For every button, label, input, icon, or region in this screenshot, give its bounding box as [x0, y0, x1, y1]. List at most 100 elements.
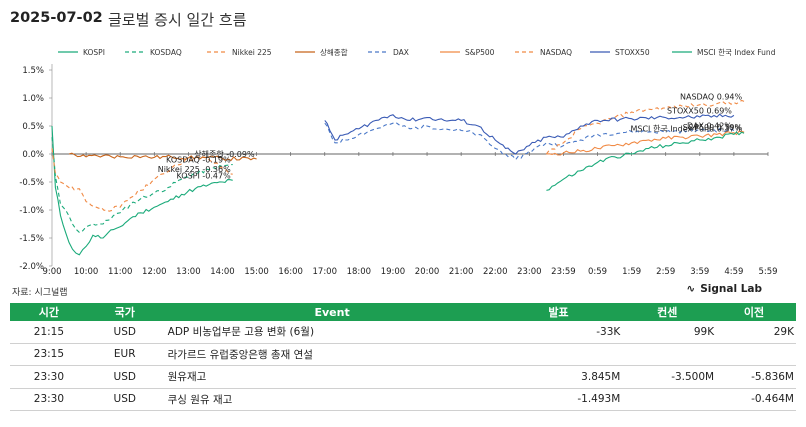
table-header-row: 시간 국가 Event 발표 컨센 이전: [10, 303, 796, 321]
y-axis: 1.5% 1.0% 0.5% 0.0% -0.5% -1.0% -1.5% -2.0%: [19, 64, 53, 272]
series-end-label: NASDAQ 0.94%: [680, 92, 743, 101]
x-tick-label: 2:59: [656, 267, 675, 277]
y-tick-label: -0.5%: [19, 178, 44, 188]
legend-label: S&P500: [465, 48, 495, 57]
legend-label: MSCI 한국 Index Fund: [697, 48, 776, 57]
chart-legend: KOSPI KOSDAQ Nikkei 225 상해종합 DAX S&P500 NASDAQ…: [58, 47, 776, 57]
header-previous: 이전: [714, 303, 796, 321]
cell-time: 23:30: [10, 365, 88, 389]
y-tick-label: 1.5%: [22, 66, 44, 76]
brand-name: Signal Lab: [700, 283, 762, 295]
series-end-label: 상해종합 -0.09%: [194, 149, 255, 159]
cell-time: 23:30: [10, 388, 88, 411]
series-end-label: S&P500 0.39%: [683, 123, 743, 132]
x-tick-label: 5:59: [758, 267, 777, 277]
cell-actual: [496, 343, 621, 366]
cell-forecast: 99K: [620, 321, 715, 344]
series-line: [545, 99, 745, 155]
series-line: [51, 137, 233, 234]
cell-forecast: [620, 343, 715, 366]
legend-label: STOXX50: [615, 48, 650, 57]
y-tick-label: -2.0%: [19, 262, 44, 272]
line-chart: KOSPI KOSDAQ Nikkei 225 상해종합 DAX S&P500 NASDAQ…: [19, 47, 778, 277]
legend-label: KOSDAQ: [150, 48, 182, 57]
cell-event: ADP 비농업부문 고용 변화 (6월): [161, 321, 497, 344]
series-end-label: MSCI 한국 Index Fund 0.37%: [630, 124, 742, 133]
cell-country: USD: [87, 321, 162, 344]
x-tick-label: 17:00: [313, 267, 338, 277]
series-line: [324, 121, 735, 161]
header-country: 국가: [87, 303, 162, 321]
x-tick-label: 22:00: [483, 267, 508, 277]
cell-forecast: -3.500M: [620, 365, 715, 389]
table-row: 23:30 USD 원유재고 3.845M -3.500M -5.836M: [10, 365, 796, 389]
legend-label: DAX: [393, 48, 409, 57]
x-tick-label: 15:00: [244, 267, 269, 277]
cell-previous: -0.464M: [714, 388, 796, 411]
header-forecast: 컨센: [620, 303, 715, 321]
brand-logo: ∿ Signal Lab: [686, 283, 762, 295]
x-tick-label: 16:00: [278, 267, 303, 277]
cell-previous: -5.836M: [714, 365, 796, 389]
x-tick-label: 0:59: [588, 267, 607, 277]
cell-time: 23:15: [10, 343, 88, 366]
series-line: [546, 131, 745, 191]
cell-time: 21:15: [10, 321, 88, 344]
x-tick-label: 23:59: [551, 267, 576, 277]
series-lines: [51, 99, 745, 256]
x-tick-label: 14:00: [210, 267, 235, 277]
source-note: 자료: 시그널랩: [12, 288, 68, 298]
header-time: 시간: [10, 303, 88, 321]
table-row: 23:15 EUR 라가르드 유럽중앙은행 총재 연설: [10, 343, 796, 366]
x-tick-label: 12:00: [142, 267, 167, 277]
cell-forecast: [620, 388, 715, 411]
series-end-label: DAX 0.42%: [687, 121, 732, 130]
y-tick-label: 1.0%: [22, 94, 44, 104]
y-tick-label: -1.0%: [19, 206, 44, 216]
page-title: 글로벌 증시 일간 흐름: [108, 11, 247, 29]
header-event: Event: [161, 303, 497, 321]
x-axis: 9:00 10:00 11:00 12:00 13:00 14:00 15:00 16:00 1…: [42, 152, 778, 277]
legend-label: KOSPI: [83, 48, 105, 57]
x-tick-label: 9:00: [42, 267, 61, 277]
y-tick-label: 0.0%: [22, 150, 44, 160]
pulse-icon: ∿: [686, 283, 696, 295]
x-tick-label: 1:59: [622, 267, 641, 277]
economic-calendar: 시간 국가 Event 발표 컨센 이전 21:15 USD ADP 비농업부문…: [10, 303, 796, 411]
cell-country: USD: [87, 365, 162, 389]
cell-country: USD: [87, 388, 162, 411]
x-tick-label: 10:00: [74, 267, 99, 277]
x-tick-label: 4:59: [724, 267, 743, 277]
series-end-label: STOXX50 0.69%: [667, 106, 732, 115]
x-tick-label: 18:00: [347, 267, 372, 277]
y-tick-label: -1.5%: [19, 234, 44, 244]
header: 2025-07-02 글로벌 증시 일간 흐름: [0, 0, 806, 38]
cell-previous: 29K: [714, 321, 796, 344]
cell-event: 쿠싱 원유 재고: [161, 388, 497, 411]
x-tick-label: 11:00: [108, 267, 133, 277]
y-tick-label: 0.5%: [22, 122, 44, 132]
series-end-label: KOSPI -0.47%: [176, 171, 231, 180]
table-row: 21:15 USD ADP 비농업부문 고용 변화 (6월) -33K 99K …: [10, 321, 796, 344]
report-date: 2025-07-02: [10, 10, 103, 26]
legend-label: Nikkei 225: [232, 48, 272, 57]
x-tick-label: 19:00: [381, 267, 406, 277]
cell-actual: -1.493M: [496, 388, 621, 411]
table-row: 23:30 USD 쿠싱 원유 재고 -1.493M -0.464M: [10, 388, 796, 411]
series-end-label: KOSDAQ -0.19%: [166, 156, 231, 165]
cell-actual: -33K: [496, 321, 621, 344]
x-tick-label: 21:00: [449, 267, 474, 277]
series-line: [68, 152, 257, 162]
legend-label: NASDAQ: [540, 48, 572, 57]
series-line: [51, 125, 233, 256]
x-tick-label: 13:00: [176, 267, 201, 277]
x-tick-label: 20:00: [415, 267, 440, 277]
cell-event: 라가르드 유럽중앙은행 총재 연설: [161, 343, 497, 366]
cell-country: EUR: [87, 343, 162, 366]
cell-previous: [714, 343, 796, 366]
legend-label: 상해종합: [320, 47, 348, 57]
series-line: [546, 130, 745, 156]
series-line: [324, 113, 735, 155]
series-end-label: Nikkei 225 -0.36%: [158, 165, 231, 174]
header-actual: 발표: [496, 303, 621, 321]
